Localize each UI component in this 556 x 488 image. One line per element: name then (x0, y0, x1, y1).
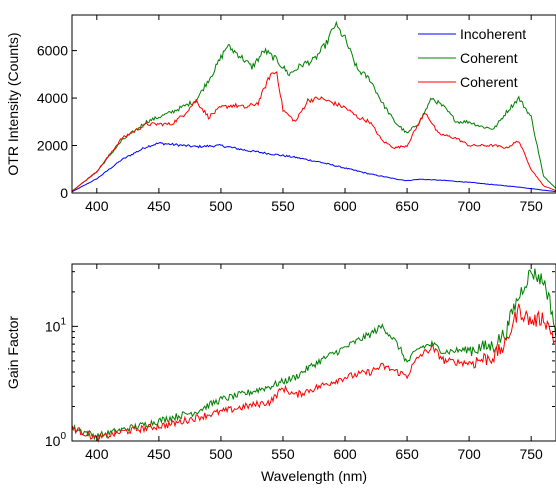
top-y-tick-label: 4000 (37, 90, 68, 106)
gain-y-ticks: 100 101 (45, 271, 555, 449)
top-x-tick-label: 450 (147, 198, 171, 214)
gain-y-axis-label: Gain Factor (5, 316, 21, 389)
gain-plot-frame (71, 263, 556, 442)
gain-y-tick-label: 100 (45, 431, 67, 449)
top-x-tick-label: 400 (85, 198, 109, 214)
bot-x-tick-label: 700 (457, 446, 481, 462)
bot-x-tick-label: 450 (147, 446, 171, 462)
top-x-tick-label: 550 (271, 198, 295, 214)
bot-x-tick-label: 650 (395, 446, 419, 462)
top-coherent-1-line (71, 20, 556, 192)
top-incoherent-0-line (71, 141, 556, 193)
bot-x-tick-label: 600 (333, 446, 357, 462)
top-x-tick-label: 650 (395, 198, 419, 214)
top-x-tick-label: 700 (457, 198, 481, 214)
top-y-tick-label: 2000 (37, 138, 68, 154)
legend-label-incoherent: Incoherent (460, 26, 526, 42)
gain-x-axis-label: Wavelength (nm) (261, 468, 367, 484)
legend-label-coherent-green: Coherent (460, 50, 518, 66)
intensity-x-ticks: 400 450 500 550 600 650 700 750 (85, 15, 543, 214)
legend-entry-incoherent: Incoherent (418, 26, 526, 42)
intensity-series-lines (71, 20, 556, 193)
top-x-tick-label: 600 (333, 198, 357, 214)
gain-y-tick-label: 101 (45, 316, 67, 334)
bot-x-tick-label: 550 (271, 446, 295, 462)
top-y-tick-label: 6000 (37, 43, 68, 59)
gain-x-ticks: 400 450 500 550 600 650 700 750 (85, 264, 543, 462)
intensity-plot: 400 450 500 550 600 650 700 750 0 2000 4000 6000 O… (5, 14, 556, 214)
intensity-y-axis-label: OTR Intensity (Counts) (5, 32, 21, 175)
intensity-plot-frame (71, 14, 556, 194)
bot-series-1-line (71, 303, 556, 443)
top-x-tick-label: 750 (519, 198, 543, 214)
legend-entry-coherent-green: Coherent (418, 50, 518, 66)
top-coherent-2-line (71, 71, 556, 192)
gain-series-lines (71, 268, 556, 443)
top-x-tick-label: 500 (209, 198, 233, 214)
legend: Incoherent Coherent Coherent (418, 26, 526, 90)
gain-plot: 400 450 500 550 600 650 700 750 100 101 Gain Fac… (5, 263, 556, 484)
legend-entry-coherent-red: Coherent (418, 74, 518, 90)
intensity-y-ticks: 0 2000 4000 6000 (37, 43, 77, 201)
top-y-tick-label: 0 (60, 185, 68, 201)
bot-x-tick-label: 400 (85, 446, 109, 462)
bot-x-tick-label: 750 (519, 446, 543, 462)
legend-label-coherent-red: Coherent (460, 74, 518, 90)
bot-series-0-line (71, 268, 556, 441)
bot-x-tick-label: 500 (209, 446, 233, 462)
